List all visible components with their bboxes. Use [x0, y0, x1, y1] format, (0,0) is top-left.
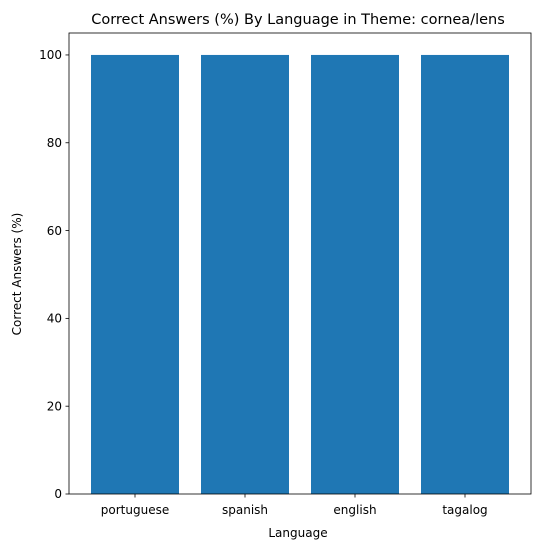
- x-tick-label-spanish: spanish: [222, 503, 268, 517]
- y-tick-label-20: 20: [47, 399, 62, 413]
- plot-frame: [68, 32, 532, 495]
- x-tick-label-portuguese: portuguese: [101, 503, 169, 517]
- y-tick-label-0: 0: [54, 487, 62, 501]
- y-tick-label-80: 80: [47, 136, 62, 150]
- y-tick-label-100: 100: [39, 48, 62, 62]
- x-tick-label-english: english: [333, 503, 376, 517]
- bar-portuguese: [91, 54, 179, 494]
- y-tick-label-40: 40: [47, 312, 62, 326]
- bar-spanish: [201, 54, 289, 494]
- chart-title: Correct Answers (%) By Language in Theme…: [91, 12, 505, 28]
- y-tick-label-60: 60: [47, 224, 62, 238]
- y-axis-title: Correct Answers (%): [10, 213, 24, 336]
- plot-area: 0 20 40 60 80 100 portuguese spanish english taga…: [39, 32, 532, 517]
- x-tick-label-tagalog: tagalog: [442, 503, 487, 517]
- x-axis-title: Language: [268, 526, 327, 540]
- bar-english: [311, 54, 399, 494]
- bar-tagalog: [421, 54, 509, 494]
